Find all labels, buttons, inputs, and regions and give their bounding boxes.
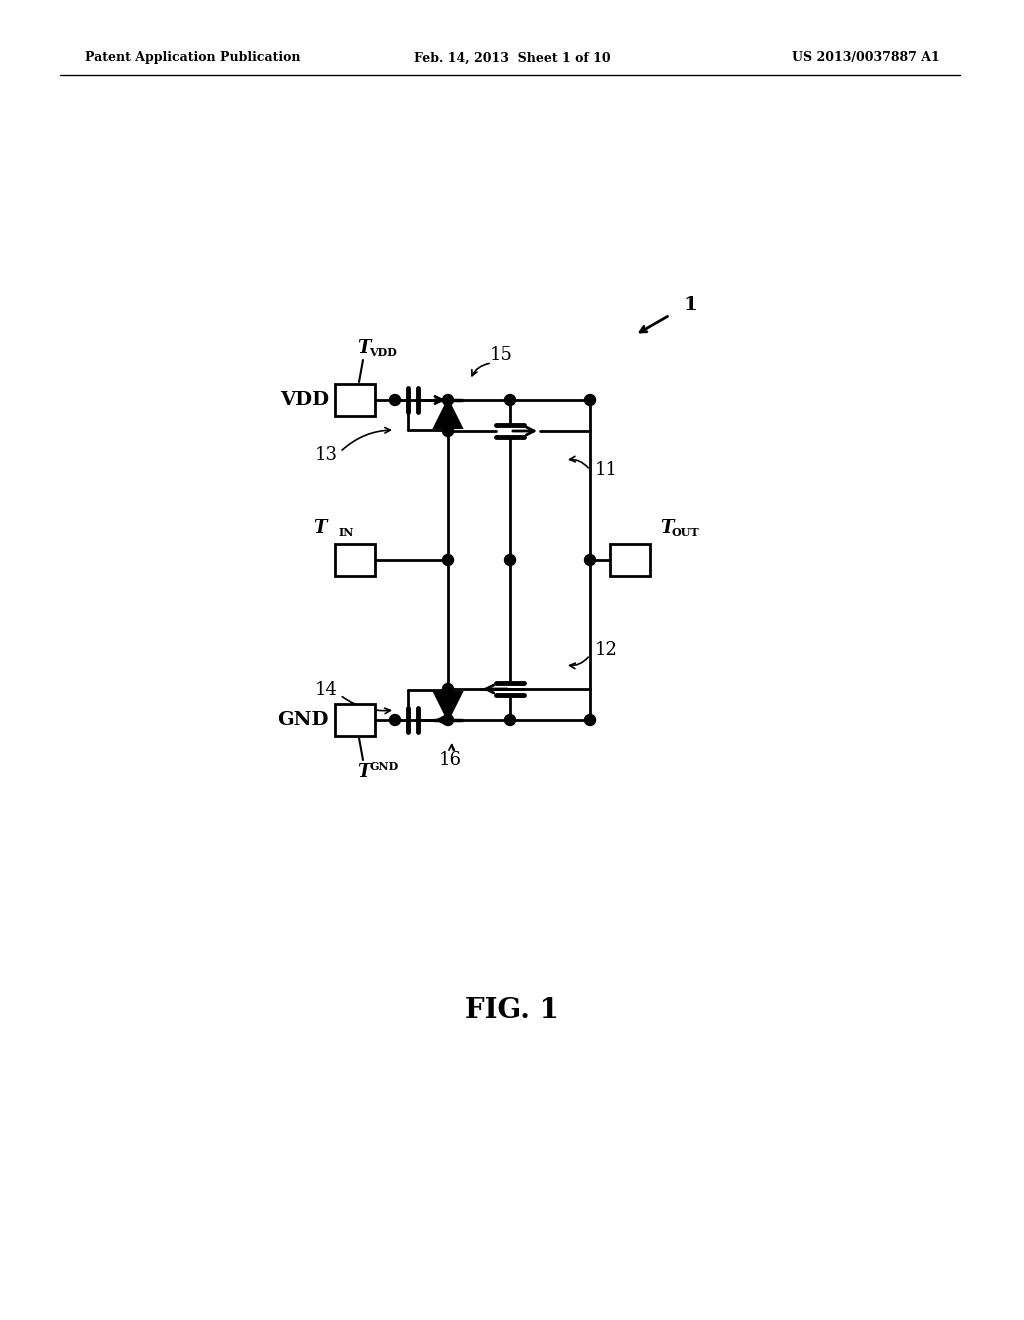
Polygon shape <box>434 692 462 719</box>
Text: T: T <box>660 519 674 537</box>
Bar <box>335 544 375 576</box>
Circle shape <box>505 395 515 405</box>
Polygon shape <box>434 400 462 428</box>
Text: Feb. 14, 2013  Sheet 1 of 10: Feb. 14, 2013 Sheet 1 of 10 <box>414 51 610 65</box>
Bar <box>335 704 375 737</box>
Circle shape <box>585 554 596 565</box>
Circle shape <box>442 686 454 697</box>
Text: T: T <box>313 519 327 537</box>
Text: FIG. 1: FIG. 1 <box>465 997 559 1023</box>
Text: 14: 14 <box>315 681 338 700</box>
Text: 16: 16 <box>438 751 462 770</box>
Text: Patent Application Publication: Patent Application Publication <box>85 51 300 65</box>
Text: 12: 12 <box>595 642 617 659</box>
Text: 1: 1 <box>683 296 697 314</box>
Text: 13: 13 <box>315 446 338 465</box>
Text: VDD: VDD <box>280 391 329 409</box>
Circle shape <box>442 425 454 437</box>
Bar <box>610 544 650 576</box>
Circle shape <box>442 554 454 565</box>
Text: OUT: OUT <box>672 528 699 539</box>
Bar <box>335 384 375 416</box>
Circle shape <box>505 554 515 565</box>
Circle shape <box>442 684 454 694</box>
Text: T: T <box>357 339 371 356</box>
Circle shape <box>585 395 596 405</box>
Text: VDD: VDD <box>369 347 397 359</box>
Circle shape <box>442 395 454 405</box>
Text: GND: GND <box>278 711 329 729</box>
Circle shape <box>389 714 400 726</box>
Circle shape <box>442 714 454 726</box>
Text: 15: 15 <box>490 346 513 364</box>
Circle shape <box>505 714 515 726</box>
Circle shape <box>389 395 400 405</box>
Text: 11: 11 <box>595 461 618 479</box>
Text: IN: IN <box>339 528 354 539</box>
Text: T: T <box>357 763 371 781</box>
Text: GND: GND <box>369 762 398 772</box>
Circle shape <box>442 422 454 433</box>
Circle shape <box>585 714 596 726</box>
Text: US 2013/0037887 A1: US 2013/0037887 A1 <box>793 51 940 65</box>
